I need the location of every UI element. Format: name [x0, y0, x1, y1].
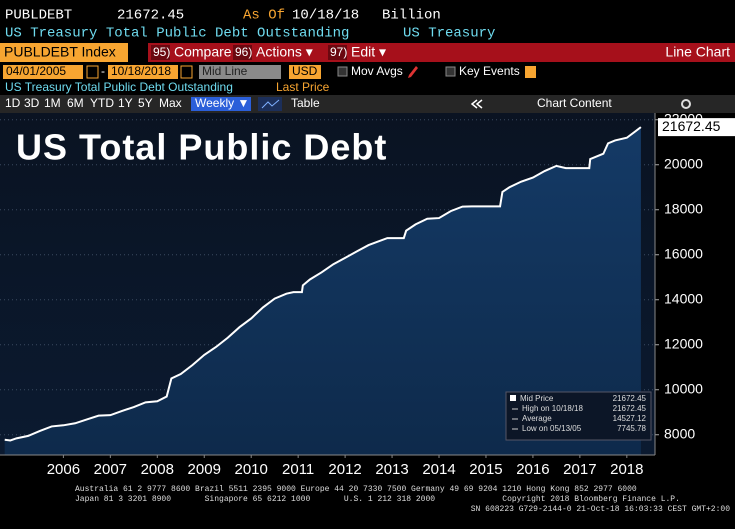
- footer-line: SN 608223 G729-2144-0 21-Oct-18 16:03:33…: [471, 505, 730, 514]
- date-input[interactable]: [108, 65, 178, 79]
- mov-avgs[interactable]: Mov Avgs: [351, 64, 403, 78]
- x-tick-label: 2007: [94, 461, 127, 478]
- stat-label: Average: [522, 414, 552, 423]
- x-tick-label: 2010: [235, 461, 268, 478]
- table[interactable]: Table: [291, 96, 320, 110]
- actions-key[interactable]: 96): [235, 45, 252, 59]
- x-tick-label: 2011: [282, 461, 314, 478]
- collapse-icon[interactable]: [470, 99, 483, 109]
- field: Last Price: [276, 80, 330, 94]
- unit: Billion: [382, 8, 441, 24]
- y-tick-label: 20000: [664, 155, 703, 171]
- key-box: [328, 45, 347, 60]
- key-box: [151, 45, 170, 60]
- y-tick-label: 16000: [664, 245, 703, 261]
- legend-label: Mid Price: [520, 394, 554, 403]
- period-button[interactable]: Max: [159, 96, 182, 110]
- calendar-icon[interactable]: [180, 65, 193, 79]
- y-tick-label: 8000: [664, 425, 695, 441]
- end-date[interactable]: 10/18/2018: [111, 64, 171, 78]
- line: [4, 126, 642, 442]
- stat-label: Low on 05/13/05: [522, 424, 582, 433]
- compare[interactable]: Compare: [174, 44, 232, 60]
- edit-key[interactable]: 97): [330, 45, 347, 59]
- plot: [0, 119, 655, 456]
- period-button[interactable]: 1Y: [118, 96, 133, 110]
- key-box: [233, 45, 252, 60]
- as-of-label: As Of: [243, 8, 285, 24]
- stat-label: High on 10/18/18: [522, 404, 583, 413]
- period-button[interactable]: 6M: [67, 96, 84, 110]
- footer-line: Australia 61 2 9777 8600 Brazil 5511 239…: [75, 485, 637, 494]
- x-tick-label: 2016: [516, 461, 549, 478]
- series-label: US Treasury Total Public Debt Outstandin…: [5, 80, 233, 94]
- y-tick-label: 18000: [664, 200, 703, 216]
- y-tick-label: 14000: [664, 290, 703, 306]
- pencil-icon[interactable]: [408, 66, 418, 78]
- footer-line: Japan 81 3 3201 8900 Singapore 65 6212 1…: [75, 495, 680, 504]
- y-tick-label: 12000: [664, 335, 703, 351]
- currency[interactable]: USD: [292, 64, 318, 78]
- legend-value: 21672.45: [613, 394, 647, 403]
- source: US Treasury: [403, 26, 495, 42]
- menu-bar: [148, 43, 735, 62]
- last-value-box: [658, 118, 735, 137]
- chart-content[interactable]: Chart Content: [537, 96, 612, 110]
- chart-kind[interactable]: Line Chart: [665, 44, 730, 60]
- key-events[interactable]: Key Events: [459, 64, 520, 78]
- ticker: PUBLDEBT: [5, 8, 72, 24]
- frequency-box[interactable]: [191, 97, 251, 111]
- footer: Australia 61 2 9777 8600 Brazil 5511 239…: [75, 485, 730, 514]
- frequency[interactable]: Weekly ▼: [195, 96, 249, 110]
- stat-value: 7745.78: [617, 424, 646, 433]
- line-mode-box[interactable]: [199, 65, 281, 79]
- price: 21672.45: [117, 8, 184, 24]
- checkbox[interactable]: [337, 66, 348, 77]
- legend-swatch: [510, 395, 516, 401]
- x-tick-label: 2008: [141, 461, 174, 478]
- stat-value: 21672.45: [613, 404, 647, 413]
- y-tick-label: 10000: [664, 380, 703, 396]
- actions[interactable]: Actions ▾: [256, 44, 313, 60]
- legend-box: [505, 391, 652, 441]
- start-date[interactable]: 04/01/2005: [6, 64, 66, 78]
- x-tick-label: 2013: [375, 461, 408, 478]
- line-mode[interactable]: Mid Line: [202, 64, 248, 78]
- period-button[interactable]: 3D: [24, 96, 40, 110]
- x-tick-label: 2017: [563, 461, 596, 478]
- date-input[interactable]: [3, 65, 83, 79]
- period-bar: [0, 95, 735, 113]
- x-tick-label: 2018: [610, 461, 643, 478]
- checkbox[interactable]: [445, 66, 456, 77]
- settings-icon[interactable]: [681, 99, 691, 109]
- x-tick-label: 2014: [422, 461, 455, 478]
- x-tick-label: 2006: [47, 461, 80, 478]
- area: [4, 127, 641, 456]
- security-box[interactable]: [0, 43, 128, 62]
- period-button[interactable]: 5Y: [138, 96, 153, 110]
- stat-value: 14527.12: [613, 414, 647, 423]
- edit[interactable]: Edit ▾: [351, 44, 386, 60]
- periods: 1D 3D 1M 6M YTD 1Y 5Y Max: [5, 96, 182, 110]
- x-tick-label: 2012: [328, 461, 361, 478]
- description: US Treasury Total Public Debt Outstandin…: [5, 26, 349, 42]
- last-value: 21672.45: [662, 118, 721, 134]
- period-button[interactable]: YTD: [90, 96, 114, 110]
- x-tick-label: 2009: [188, 461, 221, 478]
- compare-key[interactable]: 95): [153, 45, 170, 59]
- as-of-date: 10/18/18: [292, 8, 359, 24]
- chart-type-glyph: [261, 99, 280, 109]
- x-tick-label: 2015: [469, 461, 502, 478]
- period-button[interactable]: 1D: [5, 96, 21, 110]
- date-sep: -: [101, 64, 105, 78]
- chart-title: US Total Public Debt: [16, 127, 387, 168]
- security[interactable]: PUBLDEBT Index: [4, 44, 116, 60]
- calendar-icon[interactable]: [86, 65, 99, 79]
- period-button[interactable]: 1M: [44, 96, 61, 110]
- info-icon[interactable]: [525, 66, 536, 78]
- currency-box[interactable]: [289, 65, 321, 79]
- legend: Mid Price 21672.45 High on 10/18/18 21672.4…: [510, 394, 647, 433]
